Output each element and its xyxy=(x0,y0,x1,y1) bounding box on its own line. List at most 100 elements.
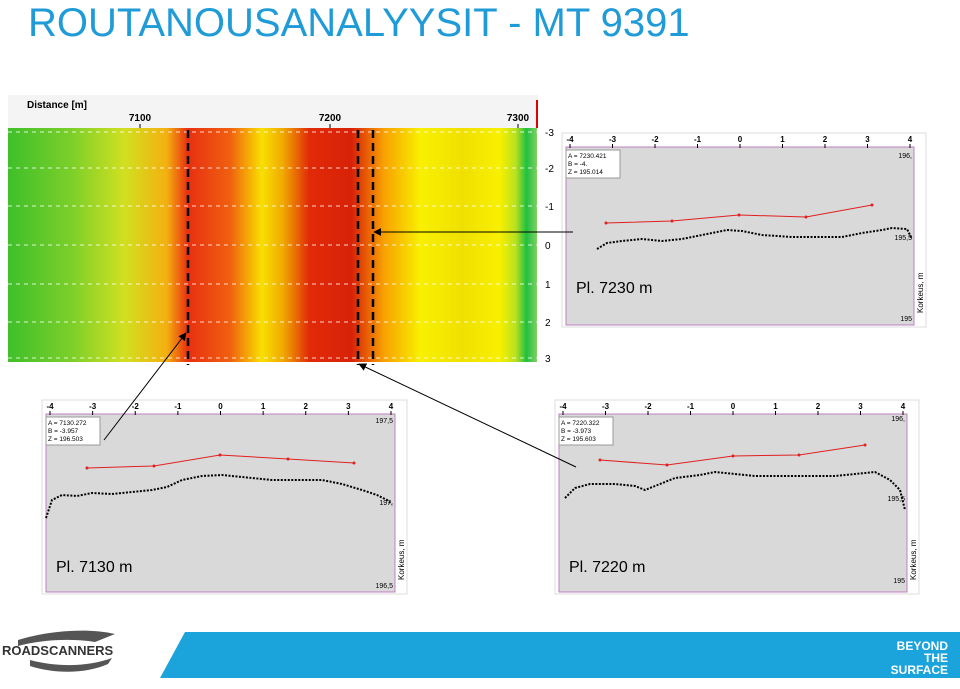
slide-title: ROUTANOUSANALYYSIT - MT 9391 xyxy=(28,1,690,45)
x-tick-label: 2 xyxy=(816,402,821,411)
axis-bar xyxy=(8,95,538,128)
point xyxy=(670,219,674,223)
info-text: A = 7130.272 xyxy=(48,420,87,427)
x-tick-label: 0 xyxy=(731,402,736,411)
x-tick-label: -2 xyxy=(132,402,140,411)
point xyxy=(218,453,222,457)
tagline: SURFACE xyxy=(891,663,948,677)
depth-tick-label: 3 xyxy=(545,354,551,365)
x-tick-label: 1 xyxy=(780,135,785,144)
info-box xyxy=(45,416,101,446)
x-tick-label: -4 xyxy=(559,402,567,411)
plot-area xyxy=(565,146,915,326)
x-tick-label: 4 xyxy=(389,402,394,411)
x-tick-label: 1 xyxy=(773,402,778,411)
radar-overlay: 7100 7200 7300 -3 -2 -1 0 1 2 3 xyxy=(8,113,554,365)
tagline: THE xyxy=(924,651,948,665)
point xyxy=(737,213,741,217)
depth-tick-label: 2 xyxy=(545,318,551,329)
height-label: 195,5 xyxy=(894,235,912,242)
point xyxy=(665,463,669,467)
depth-tick-label: -3 xyxy=(545,128,554,139)
info-text: B = -3.973 xyxy=(561,428,592,435)
x-tick-label: 4 xyxy=(908,135,913,144)
plot-area xyxy=(558,413,908,593)
x-tick-label: -4 xyxy=(566,135,574,144)
arrow xyxy=(358,363,577,468)
axis-label: Korkeus, m xyxy=(909,539,918,580)
height-label: 197,5 xyxy=(375,418,393,425)
x-tick-label: 7300 xyxy=(507,113,530,124)
x-tick-label: 3 xyxy=(858,402,863,411)
x-tick-label: -1 xyxy=(687,402,695,411)
info-text: Z = 195.603 xyxy=(561,436,596,443)
height-label: 197, xyxy=(379,500,393,507)
height-label: 195,5 xyxy=(887,496,905,503)
x-tick-label: -3 xyxy=(89,402,97,411)
ground-line xyxy=(564,470,906,511)
info-text: A = 7220.322 xyxy=(561,420,600,427)
point xyxy=(598,458,602,462)
x-tick-label: -2 xyxy=(651,135,659,144)
logo-swoosh xyxy=(18,630,115,646)
plot-area xyxy=(45,413,396,593)
info-box xyxy=(565,149,621,179)
x-tick-label: 1 xyxy=(261,402,266,411)
info-box xyxy=(558,416,614,446)
x-tick-label: 7100 xyxy=(129,113,152,124)
footer-logo: ROADSCANNERS xyxy=(2,643,114,658)
x-tick-label: 7200 xyxy=(319,113,342,124)
x-tick-label: -4 xyxy=(46,402,54,411)
height-label: 196, xyxy=(891,416,905,423)
info-text: B = -4. xyxy=(568,161,588,168)
x-tick-label: 0 xyxy=(738,135,743,144)
height-label: 195 xyxy=(893,578,905,585)
x-axis-label: Distance [m] xyxy=(27,100,87,111)
axis-label: Korkeus, m xyxy=(916,272,925,313)
x-tick-label: -3 xyxy=(609,135,617,144)
footer-band xyxy=(160,632,960,678)
x-tick-label: 2 xyxy=(823,135,828,144)
info-text: B = -3.957 xyxy=(48,428,79,435)
x-tick-label: 2 xyxy=(304,402,309,411)
depth-tick-label: 0 xyxy=(545,241,551,252)
point xyxy=(804,215,808,219)
x-tick-label: -1 xyxy=(694,135,702,144)
x-tick-label: -3 xyxy=(602,402,610,411)
depth-tick-label: 1 xyxy=(545,280,551,291)
ground-line xyxy=(596,226,913,250)
point xyxy=(152,464,156,468)
info-text: Z = 196.503 xyxy=(48,436,83,443)
height-label: 195 xyxy=(900,316,912,323)
axis-label: Korkeus, m xyxy=(397,539,406,580)
x-tick-label: 0 xyxy=(218,402,223,411)
info-text: Z = 195.014 xyxy=(568,169,603,176)
depth-tick-label: -2 xyxy=(545,164,554,175)
x-tick-label: -2 xyxy=(644,402,652,411)
height-label: 196, xyxy=(898,153,912,160)
point xyxy=(85,466,89,470)
x-tick-label: 4 xyxy=(901,402,906,411)
point xyxy=(863,443,867,447)
caption: Pl. 7130 m xyxy=(56,559,132,576)
caption: Pl. 7230 m xyxy=(576,280,652,297)
info-text: A = 7230.421 xyxy=(568,153,607,160)
x-tick-label: -1 xyxy=(174,402,182,411)
x-tick-label: 3 xyxy=(865,135,870,144)
point xyxy=(870,203,874,207)
point xyxy=(797,453,801,457)
tagline: BEYOND xyxy=(897,639,949,653)
point xyxy=(352,461,356,465)
logo-swoosh xyxy=(30,658,112,672)
height-label: 196,5 xyxy=(375,583,393,590)
ground-line xyxy=(45,473,393,519)
point xyxy=(604,221,608,225)
arrow xyxy=(103,332,187,441)
point xyxy=(286,457,290,461)
caption: Pl. 7220 m xyxy=(569,559,645,576)
